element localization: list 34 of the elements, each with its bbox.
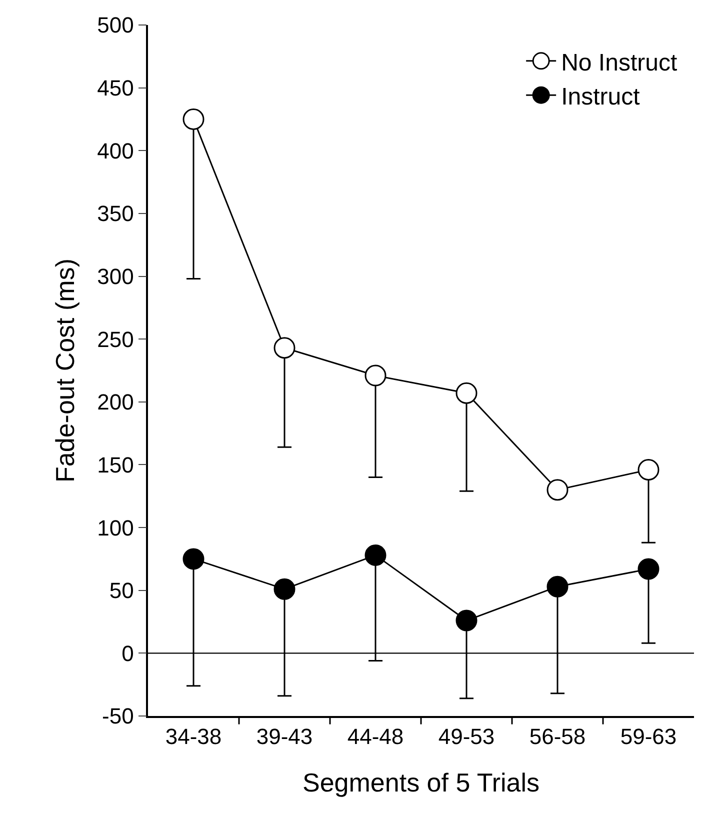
x-tick-label: 44-48 xyxy=(347,724,404,750)
point xyxy=(546,479,568,501)
point xyxy=(182,548,204,570)
x-axis-title: Segments of 5 Trials xyxy=(302,767,540,798)
x-tick-label: 39-43 xyxy=(256,724,313,750)
y-axis-title: Fade-out Cost (ms) xyxy=(50,258,80,482)
y-tick-label: 100 xyxy=(97,515,134,540)
point xyxy=(638,459,660,480)
y-tick-label: 250 xyxy=(97,326,134,352)
legend-label: No Instruct xyxy=(561,49,678,76)
y-tick-label: 300 xyxy=(97,264,134,289)
point xyxy=(182,108,204,130)
y-tick-label: 500 xyxy=(97,12,134,38)
point xyxy=(546,576,568,598)
y-tick-label: -50 xyxy=(102,704,134,729)
y-tick-label: 50 xyxy=(109,578,134,604)
point xyxy=(274,337,296,359)
x-tick-label: 34-38 xyxy=(165,724,222,750)
x-tick-label: 49-53 xyxy=(438,724,495,750)
y-tick-label: 450 xyxy=(97,76,134,101)
point xyxy=(364,364,386,386)
y-tick-label: 150 xyxy=(97,452,134,478)
x-tick-label: 59-63 xyxy=(620,724,677,750)
point xyxy=(638,558,660,580)
y-tick-label: 0 xyxy=(122,640,134,666)
x-tick-label: 56-58 xyxy=(529,724,586,750)
y-tick-label: 200 xyxy=(97,390,134,415)
point xyxy=(456,610,478,632)
point xyxy=(456,382,478,404)
point xyxy=(274,578,296,600)
legend-label: Instruct xyxy=(561,83,640,110)
point xyxy=(364,544,386,566)
y-tick-label: 400 xyxy=(97,138,134,164)
y-tick-label: 350 xyxy=(97,201,134,226)
